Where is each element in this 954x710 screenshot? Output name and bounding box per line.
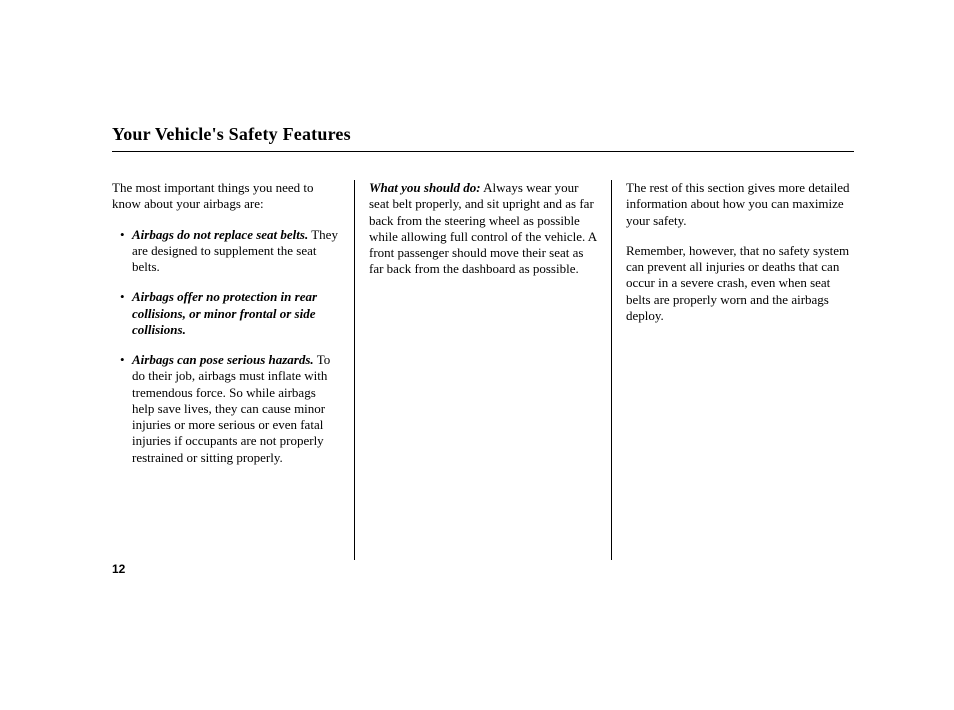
content-columns: The most important things you need to kn… (112, 180, 854, 560)
paragraph: The rest of this section gives more deta… (626, 180, 854, 229)
document-page: Your Vehicle's Safety Features The most … (0, 0, 954, 710)
column-3: The rest of this section gives more deta… (612, 180, 854, 560)
column-2: What you should do: Always wear your sea… (355, 180, 611, 560)
page-title: Your Vehicle's Safety Features (112, 124, 854, 152)
bullet-lead: Airbags do not replace seat belts. (132, 227, 308, 242)
list-item: Airbags can pose serious hazards. To do … (120, 352, 340, 466)
bullet-lead: Airbags offer no protection in rear coll… (132, 289, 317, 337)
paragraph: Remember, however, that no safety system… (626, 243, 854, 324)
bullet-rest: To do their job, airbags must inflate wi… (132, 352, 330, 465)
intro-text: The most important things you need to kn… (112, 180, 340, 213)
page-number: 12 (112, 562, 125, 576)
what-you-should-do: What you should do: Always wear your sea… (369, 180, 597, 278)
column-1: The most important things you need to kn… (112, 180, 354, 560)
bullet-list: Airbags do not replace seat belts. They … (112, 227, 340, 466)
bullet-lead: Airbags can pose serious hazards. (132, 352, 314, 367)
lead-phrase: What you should do: (369, 180, 481, 195)
list-item: Airbags do not replace seat belts. They … (120, 227, 340, 276)
list-item: Airbags offer no protection in rear coll… (120, 289, 340, 338)
